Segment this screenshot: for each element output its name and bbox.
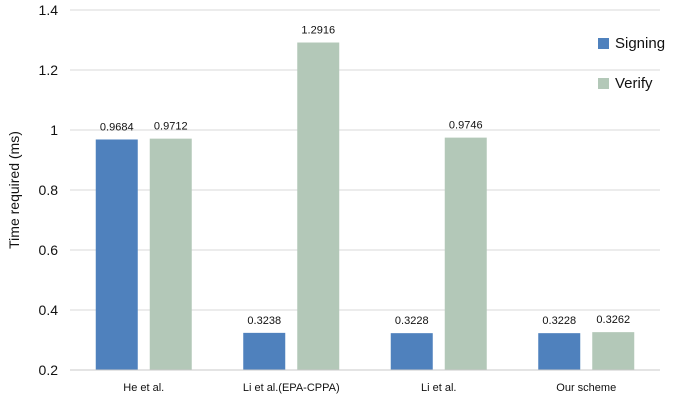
legend-label-verify: Verify bbox=[615, 75, 653, 92]
bar-verify bbox=[297, 42, 340, 371]
bar-verify bbox=[444, 137, 487, 370]
bar-signing bbox=[390, 333, 433, 370]
y-tick-label: 1.2 bbox=[39, 62, 59, 78]
legend-label-signing: Signing bbox=[615, 35, 665, 52]
data-label-signing: 0.3238 bbox=[247, 315, 281, 327]
data-label-verify: 0.9712 bbox=[154, 121, 188, 133]
data-label-signing: 0.9684 bbox=[100, 121, 134, 133]
bar-verify bbox=[149, 138, 192, 370]
y-tick-label: 0.6 bbox=[39, 242, 59, 258]
x-category-label: He et al. bbox=[123, 382, 164, 394]
y-tick-label: 0.4 bbox=[39, 302, 59, 318]
x-category-label: Our scheme bbox=[556, 382, 616, 394]
bar-signing bbox=[95, 139, 138, 370]
data-label-signing: 0.3228 bbox=[395, 315, 429, 327]
x-category-label: Li et al. bbox=[421, 382, 456, 394]
bar-verify bbox=[592, 332, 635, 370]
bars bbox=[95, 42, 635, 371]
data-label-verify: 0.9746 bbox=[449, 120, 483, 132]
bar-signing bbox=[538, 333, 581, 370]
data-labels: 0.9684 0.3228 0.9712 1.2916 0.9746 0.3262 0.32… bbox=[100, 25, 630, 328]
y-tick-label: 0.8 bbox=[39, 182, 59, 198]
bar-signing bbox=[243, 332, 286, 370]
y-axis-title: Time required (ms) bbox=[6, 131, 22, 249]
legend-swatch-signing bbox=[598, 38, 609, 49]
data-label-verify: 0.3262 bbox=[596, 314, 630, 326]
legend: Signing Verify bbox=[598, 35, 665, 92]
data-label-verify: 1.2916 bbox=[301, 25, 335, 37]
y-tick-label: 1 bbox=[50, 122, 58, 138]
x-category-label: Li et al.(EPA-CPPA) bbox=[243, 382, 340, 394]
y-axis-ticks: 0.2 0.4 0.6 0.8 1 1.2 1.4 bbox=[39, 2, 59, 378]
data-label-signing: 0.3228 bbox=[542, 315, 576, 327]
y-tick-label: 0.2 bbox=[39, 362, 59, 378]
x-axis-categories: He et al. Li et al.(EPA-CPPA) Li et al. Our… bbox=[123, 382, 616, 394]
legend-swatch-verify bbox=[598, 78, 609, 89]
y-tick-label: 1.4 bbox=[39, 2, 59, 18]
